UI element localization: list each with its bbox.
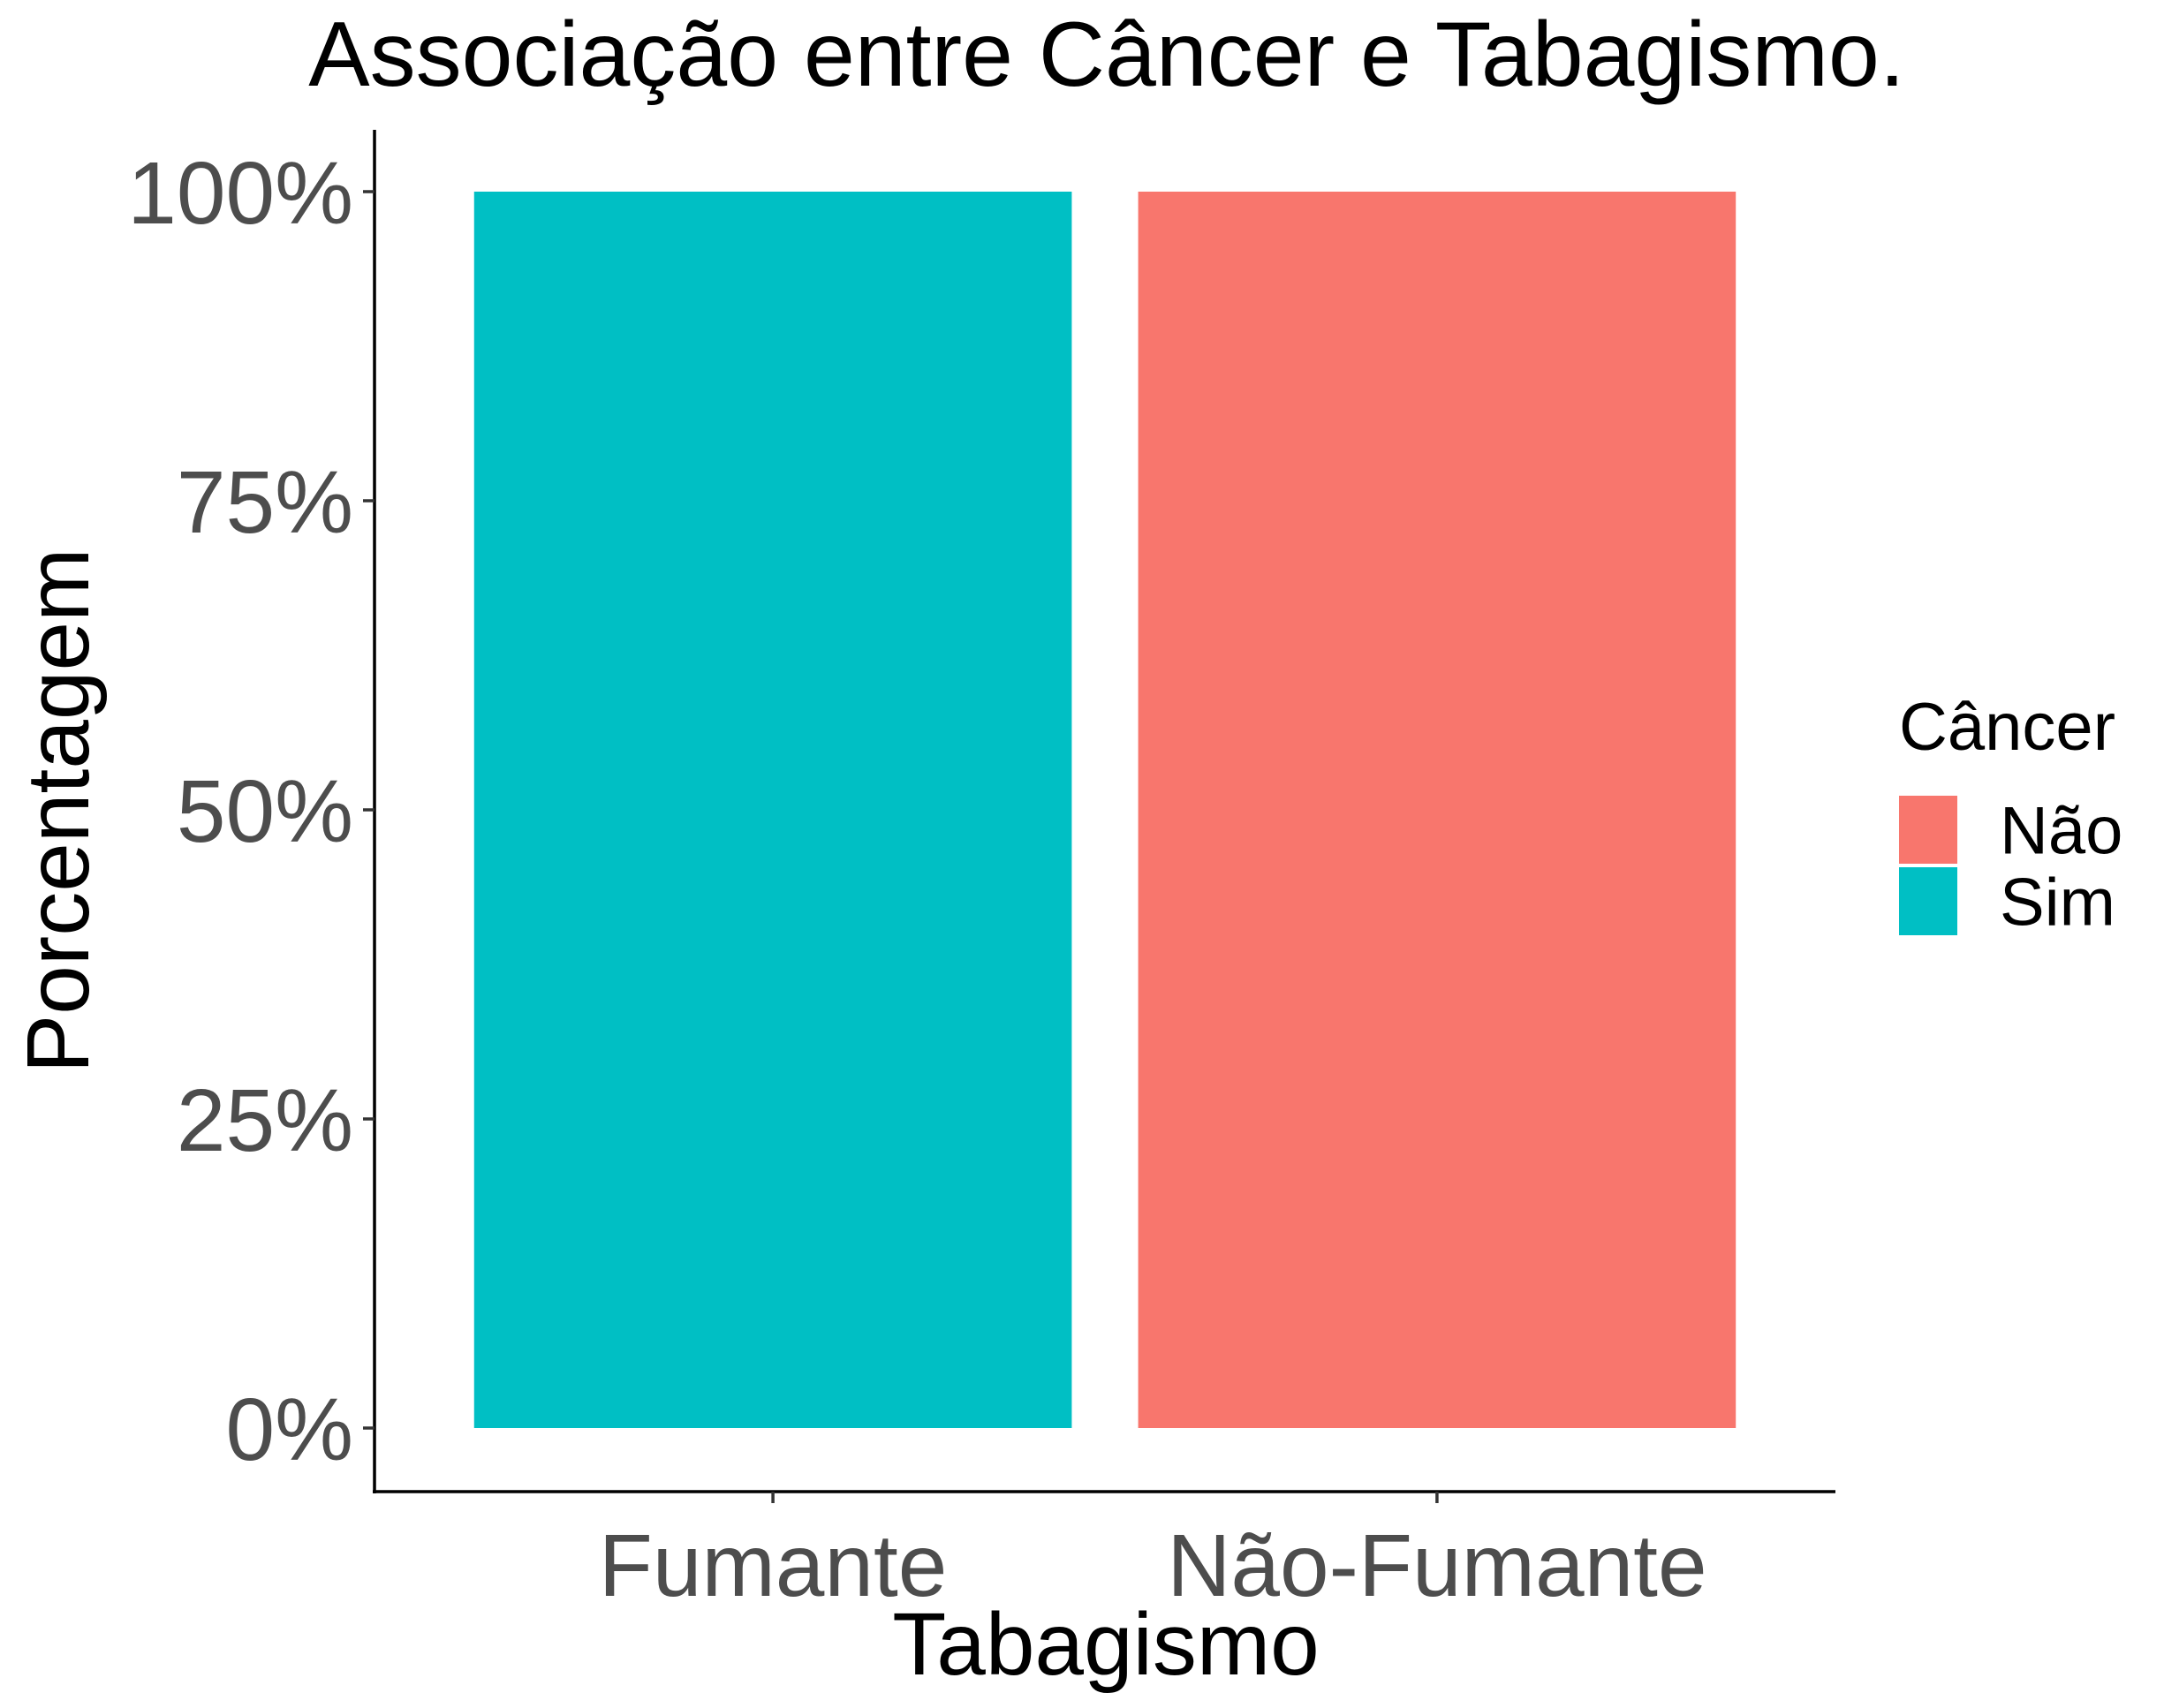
legend-label: Não (2000, 794, 2122, 869)
bar-fumante-sim (473, 192, 1072, 1428)
y-axis-title: Porcentagem (9, 548, 108, 1074)
chart-title: Associação entre Câncer e Tabagismo. (308, 4, 1905, 106)
y-tick-label: 75% (177, 453, 353, 552)
legend-label: Sim (2000, 865, 2115, 941)
legend-key-sim (1899, 867, 1957, 935)
bar-group (473, 192, 1736, 1428)
bar-n-o-fumante-n-o (1138, 192, 1736, 1428)
legend-title: Câncer (1899, 690, 2115, 765)
y-tick-label: 0% (225, 1380, 353, 1479)
y-tick-label: 50% (177, 762, 353, 861)
legend-key-n-o (1899, 796, 1957, 864)
x-tick-label: Não-Fumante (1167, 1516, 1706, 1615)
x-axis-ticks: Fumante Não-Fumante (599, 1492, 1707, 1615)
y-axis-ticks: 0% 25% 50% 75% 100% (127, 144, 375, 1479)
x-tick-label: Fumante (599, 1516, 948, 1615)
y-tick-label: 100% (127, 144, 353, 243)
y-tick-label: 25% (177, 1071, 353, 1170)
x-axis-title: Tabagismo (892, 1595, 1320, 1694)
